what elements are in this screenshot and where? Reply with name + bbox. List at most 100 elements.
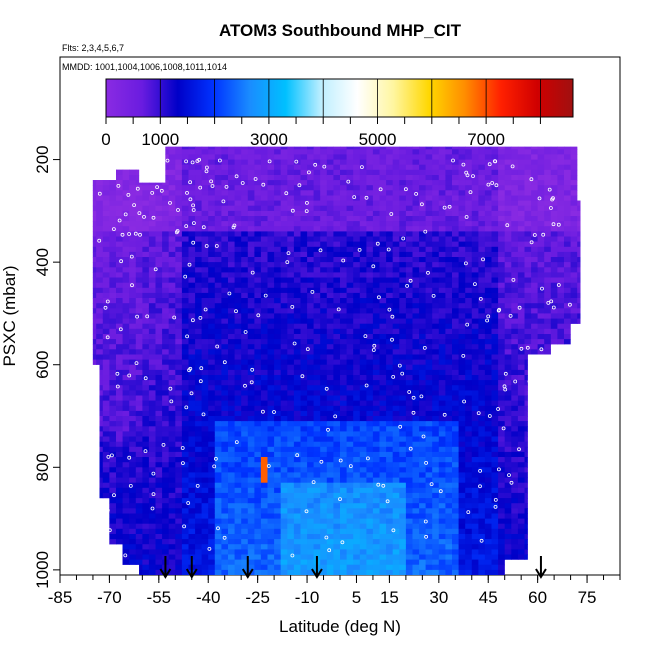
heatmap-cell [359,287,367,294]
heatmap-cell [438,272,446,279]
chart-title: ATOM3 Southbound MHP_CIT [219,21,462,40]
heatmap-cell [366,246,374,253]
heatmap-cell [122,185,130,191]
heatmap-cell [320,380,328,386]
heatmap-cell [326,559,334,566]
heatmap-cell [260,195,269,202]
heatmap-cell [188,272,196,279]
heatmap-cell [445,169,453,176]
heatmap-cell [432,216,440,222]
heatmap-cell [116,559,124,566]
heatmap-cell [122,498,130,504]
heatmap-cell [340,236,348,243]
heatmap-cell [392,523,400,530]
heatmap-cell [445,354,453,361]
heatmap-cell [188,185,196,191]
heatmap-cell [214,472,222,479]
heatmap-cell [452,159,460,166]
heatmap-cell [359,549,367,556]
heatmap-cell [465,200,473,207]
heatmap-cell [168,154,176,161]
heatmap-cell [346,492,354,499]
heatmap-cell [122,457,130,463]
heatmap-cell [135,416,143,422]
heatmap-cell [419,354,427,361]
heatmap-cell [432,457,440,463]
heatmap-cell [181,498,190,504]
heatmap-cell [287,375,295,381]
heatmap-cell [405,503,414,509]
heatmap-cell [260,426,269,432]
heatmap-cell [293,462,302,468]
heatmap-cell [353,287,361,294]
heatmap-cell [129,482,137,489]
heatmap-cell [405,421,414,427]
heatmap-cell [346,236,354,243]
heatmap-cell [109,282,117,289]
heatmap-cell [109,272,117,279]
heatmap-cell [102,513,110,520]
heatmap-cell [195,559,203,566]
heatmap-cell [432,528,440,535]
heatmap-cell [155,534,163,540]
heatmap-cell [320,159,328,166]
heatmap-cell [267,257,275,263]
heatmap-cell [287,195,295,202]
heatmap-cell [162,375,170,381]
heatmap-cell [129,534,137,540]
heatmap-cell [162,195,170,202]
heatmap-cell [109,477,117,484]
heatmap-cell [181,241,190,248]
heatmap-cell [366,251,374,258]
heatmap-cell [379,451,387,458]
heatmap-cell [438,436,446,443]
heatmap-cell [122,292,130,299]
heatmap-cell [293,400,302,407]
heatmap-cell [129,457,137,463]
heatmap-cell [326,503,334,509]
heatmap-cell [247,498,255,504]
heatmap-cell [155,508,163,514]
heatmap-cell [386,441,394,448]
heatmap-cell [234,195,242,202]
heatmap-cell [155,426,163,432]
heatmap-cell [340,534,348,540]
heatmap-cell [208,195,216,202]
heatmap-cell [168,303,176,309]
heatmap-cell [353,149,361,155]
heatmap-cell [274,498,282,504]
heatmap-cell [346,436,354,443]
heatmap-cell [109,492,117,499]
heatmap-cell [221,282,229,289]
heatmap-cell [109,472,117,479]
heatmap-cell [399,190,407,196]
heatmap-cell [333,364,341,371]
heatmap-cell [208,564,216,571]
heatmap-cell [208,431,216,438]
heatmap-cell [274,344,282,350]
heatmap-cell [300,298,308,304]
heatmap-cell [122,492,130,499]
heatmap-cell [208,277,216,284]
heatmap-cell [214,205,222,212]
heatmap-cell [300,416,308,422]
heatmap-cell [359,354,367,361]
heatmap-cell [320,539,328,545]
heatmap-cell [366,154,374,161]
heatmap-cell [241,564,249,571]
heatmap-cell [122,380,130,386]
heatmap-cell [221,400,229,407]
heatmap-cell [228,205,236,212]
heatmap-cell [340,503,348,509]
heatmap-cell [247,451,255,458]
heatmap-cell [346,169,354,176]
heatmap-cell [392,569,400,576]
heatmap-cell [234,482,242,489]
heatmap-cell [287,231,295,238]
heatmap-cell [458,159,466,166]
heatmap-cell [102,323,110,330]
heatmap-cell [247,513,255,520]
heatmap-cell [438,375,446,381]
heatmap-cell [96,534,104,540]
heatmap-cell [438,282,446,289]
